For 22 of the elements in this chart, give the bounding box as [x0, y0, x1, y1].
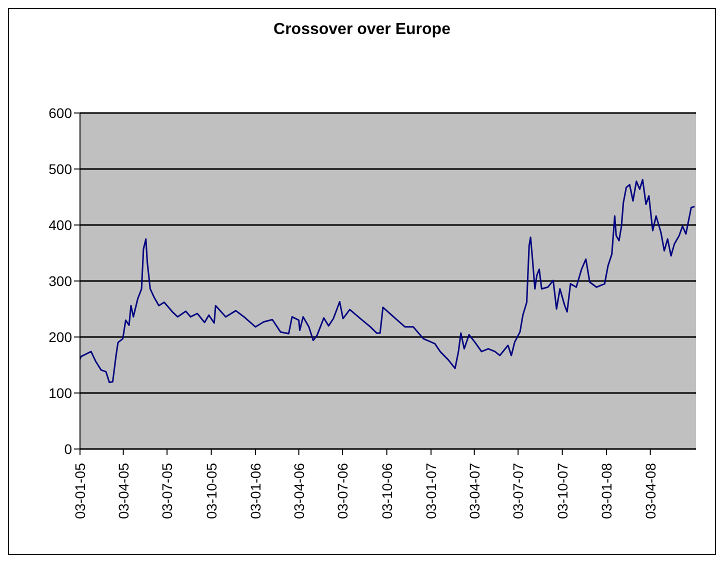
- x-tick-label: 03-01-08: [598, 462, 615, 520]
- y-tick-label: 0: [64, 440, 72, 457]
- chart-title: Crossover over Europe: [272, 21, 452, 39]
- y-tick-label: 600: [48, 104, 72, 121]
- x-tick-label: 03-04-06: [290, 462, 307, 520]
- x-tick-label: 03-10-05: [203, 462, 220, 520]
- x-tick-label: 03-04-07: [466, 462, 482, 520]
- x-tick-label: 03-07-06: [334, 462, 351, 520]
- x-tick-label: 03-01-06: [248, 462, 264, 520]
- y-tick-label: 400: [48, 216, 72, 233]
- y-tick-label: 300: [48, 272, 72, 289]
- x-tick-label: 03-10-06: [378, 462, 395, 520]
- x-tick-label: 03-01-07: [423, 462, 440, 520]
- y-tick-label: 200: [48, 328, 72, 345]
- x-tick-label: 03-07-05: [159, 462, 176, 520]
- x-tick-label: 03-04-05: [115, 462, 132, 520]
- x-tick-label: 03-10-07: [554, 462, 570, 520]
- x-tick-label: 03-04-08: [642, 462, 658, 520]
- y-tick-label: 100: [48, 384, 72, 401]
- y-tick-label: 500: [48, 160, 72, 177]
- x-tick-label: 03-07-07: [510, 462, 526, 520]
- x-tick-label: 03-01-05: [72, 462, 88, 520]
